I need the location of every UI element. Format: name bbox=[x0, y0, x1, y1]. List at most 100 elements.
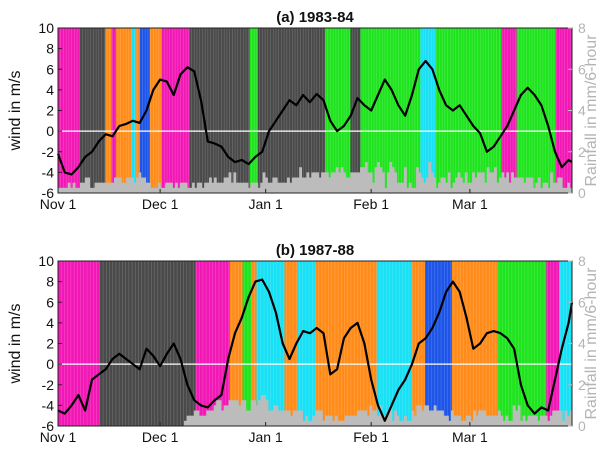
rain-bar bbox=[274, 177, 278, 193]
rain-bar bbox=[243, 400, 247, 426]
y2-tick-label: 8 bbox=[578, 20, 586, 36]
rain-bar bbox=[131, 177, 134, 193]
rain-bar bbox=[189, 187, 193, 193]
rain-bar bbox=[245, 182, 249, 193]
rain-bar bbox=[275, 405, 279, 427]
rain-bar bbox=[284, 182, 288, 193]
rain-bar bbox=[428, 162, 432, 193]
rain-bar bbox=[469, 182, 473, 193]
rain-bar bbox=[357, 172, 361, 194]
rain-bar bbox=[377, 162, 380, 193]
rain-bar bbox=[513, 177, 517, 193]
regime-band bbox=[229, 261, 243, 426]
rain-bar bbox=[394, 410, 397, 426]
rain-bar bbox=[496, 182, 500, 193]
rain-bar bbox=[238, 182, 242, 193]
rain-bar bbox=[317, 410, 321, 426]
rain-bar bbox=[270, 410, 274, 426]
rain-bar bbox=[292, 410, 296, 426]
rain-bar bbox=[480, 410, 484, 426]
rain-bar bbox=[206, 182, 210, 193]
rain-bar bbox=[230, 182, 234, 193]
rain-bar bbox=[564, 410, 568, 426]
rain-bar bbox=[452, 182, 456, 193]
rain-bar bbox=[211, 182, 215, 193]
regime-band bbox=[99, 261, 196, 426]
rain-bar bbox=[218, 182, 222, 193]
rain-bar bbox=[450, 410, 454, 426]
rain-bar bbox=[312, 415, 316, 426]
rain-bar bbox=[522, 415, 526, 426]
rain-bar bbox=[510, 420, 514, 426]
rain-bar bbox=[342, 420, 346, 426]
rain-bar bbox=[235, 182, 239, 193]
rain-bar bbox=[507, 420, 511, 426]
rain-bar bbox=[436, 410, 439, 426]
rain-bar bbox=[564, 187, 568, 193]
y-tick-label: 2 bbox=[46, 336, 54, 352]
y2-tick-label: 2 bbox=[578, 377, 586, 393]
y2-axis-label: Rainfall in mm/6-hour bbox=[583, 267, 600, 420]
regime-band bbox=[501, 28, 517, 193]
rain-bar bbox=[433, 405, 437, 427]
rain-bar bbox=[334, 415, 338, 426]
rain-bar bbox=[65, 187, 69, 193]
rain-bar bbox=[123, 182, 127, 193]
rain-bar bbox=[557, 177, 561, 193]
rain-bar bbox=[126, 177, 130, 193]
rain-bar bbox=[67, 182, 71, 193]
rain-bar bbox=[143, 177, 147, 193]
y-tick-label: -6 bbox=[42, 418, 55, 434]
regime-band bbox=[111, 28, 117, 193]
band-stripes bbox=[57, 28, 571, 193]
rain-bar bbox=[238, 405, 242, 427]
y2-axis-label: Rainfall in mm/6-hour bbox=[583, 34, 600, 187]
regime-band bbox=[195, 261, 230, 426]
rain-bar bbox=[325, 172, 329, 194]
rain-bar bbox=[315, 410, 318, 426]
rain-bar bbox=[265, 177, 268, 193]
rain-bar bbox=[379, 167, 383, 193]
rain-bar bbox=[243, 182, 246, 193]
rain-bar bbox=[478, 410, 481, 426]
rain-bar bbox=[226, 405, 229, 427]
y-tick-label: -2 bbox=[42, 377, 55, 393]
rain-bar bbox=[381, 172, 385, 194]
rain-bar bbox=[527, 415, 531, 426]
rain-bar bbox=[413, 415, 417, 426]
rain-bar bbox=[235, 400, 239, 426]
rain-bar bbox=[282, 182, 285, 193]
rain-bar bbox=[194, 187, 198, 193]
rain-bar bbox=[338, 172, 341, 194]
rain-bar bbox=[463, 420, 467, 426]
y-tick-label: 6 bbox=[46, 294, 54, 310]
rain-bar bbox=[542, 415, 546, 426]
y2-tick-label: 2 bbox=[578, 144, 586, 160]
rain-bar bbox=[203, 415, 207, 426]
rain-bar bbox=[311, 172, 315, 194]
rain-bar bbox=[204, 182, 207, 193]
rain-bar bbox=[352, 172, 356, 194]
rain-bar bbox=[332, 420, 336, 426]
rain-bar bbox=[401, 182, 405, 193]
regime-band bbox=[435, 28, 502, 193]
rain-bar bbox=[322, 420, 326, 426]
rain-bar bbox=[401, 420, 405, 426]
rain-bar bbox=[529, 415, 533, 426]
rain-bar bbox=[371, 410, 375, 426]
rain-bar bbox=[485, 415, 489, 426]
rain-bar bbox=[381, 415, 385, 426]
rain-bar bbox=[294, 177, 298, 193]
rain-bar bbox=[389, 405, 392, 427]
regime-bands bbox=[58, 261, 573, 426]
rain-bar bbox=[457, 172, 461, 194]
regime-band bbox=[257, 28, 326, 193]
rain-bar bbox=[82, 182, 86, 193]
rain-bar bbox=[308, 177, 312, 193]
x-tick-label: Mar 1 bbox=[452, 196, 488, 212]
rain-bar bbox=[562, 187, 566, 193]
rain-bar bbox=[364, 410, 368, 426]
rain-bar bbox=[416, 405, 420, 427]
rain-bar bbox=[198, 415, 202, 426]
panel-b: (b) 1987-88 10 8 6 4 2 0 -2 -4 -6 8 6 4 2 0 Nov 1 Dec 1 J… bbox=[7, 242, 600, 445]
